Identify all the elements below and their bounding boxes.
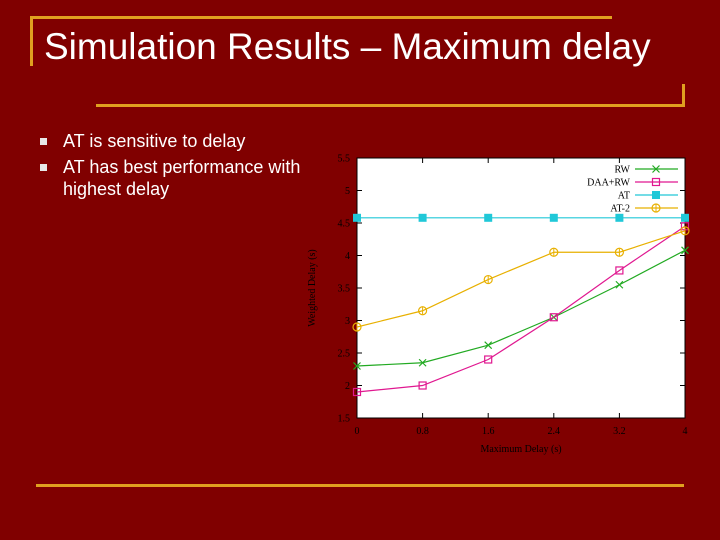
data-point bbox=[483, 274, 493, 285]
y-tick-label: 4.5 bbox=[338, 219, 351, 230]
data-point bbox=[652, 191, 660, 199]
data-point bbox=[418, 213, 427, 222]
data-point bbox=[652, 165, 660, 173]
legend-label: RW bbox=[614, 165, 630, 176]
data-point bbox=[615, 266, 624, 275]
y-tick-label: 5.5 bbox=[338, 154, 351, 165]
bullet-item: AT has best performance with highest del… bbox=[40, 156, 310, 200]
bullet-marker-icon bbox=[40, 138, 47, 145]
data-point bbox=[615, 213, 624, 222]
data-point bbox=[418, 358, 427, 367]
series-line bbox=[356, 230, 686, 328]
data-point bbox=[549, 313, 558, 322]
data-point bbox=[681, 246, 689, 255]
x-tick-label: 1.6 bbox=[482, 426, 495, 437]
frame-bottom-line bbox=[36, 484, 684, 487]
data-point bbox=[484, 355, 493, 364]
data-point bbox=[484, 213, 493, 222]
y-tick-label: 3.5 bbox=[338, 284, 351, 295]
y-tick-label: 2 bbox=[345, 381, 350, 392]
x-tick-label: 0.8 bbox=[416, 426, 429, 437]
legend-label: DAA+RW bbox=[587, 178, 630, 189]
bullet-text: AT has best performance with highest del… bbox=[63, 157, 301, 199]
slide-title: Simulation Results – Maximum delay bbox=[44, 26, 651, 67]
bullet-marker-icon bbox=[40, 164, 47, 171]
weighted-delay-chart: 1.5 2 2.5 3 3.5 4 4.5 5 5.5 0 0.8 1.6 2.4 3.2 4 Maximum… bbox=[307, 154, 690, 455]
bullet-text: AT is sensitive to delay bbox=[63, 131, 246, 151]
data-point bbox=[614, 247, 624, 257]
legend-label: AT-2 bbox=[610, 204, 630, 215]
data-point bbox=[651, 177, 661, 187]
data-point bbox=[352, 322, 362, 332]
y-tick-label: 2.5 bbox=[338, 349, 351, 360]
y-tick-label: 5 bbox=[345, 186, 350, 197]
x-axis-label: Maximum Delay (s) bbox=[480, 444, 561, 455]
frame-right-line bbox=[682, 84, 685, 107]
data-point bbox=[353, 213, 361, 222]
data-point bbox=[680, 226, 690, 236]
x-tick-label: 4 bbox=[683, 426, 688, 437]
y-tick-label: 1.5 bbox=[338, 414, 351, 425]
y-tick-label: 4 bbox=[345, 251, 350, 262]
data-point bbox=[615, 280, 624, 289]
x-tick-label: 3.2 bbox=[613, 426, 626, 437]
data-point bbox=[681, 213, 689, 222]
bullet-list: AT is sensitive to delay AT has best per… bbox=[40, 130, 310, 204]
data-point bbox=[417, 306, 428, 316]
x-tick-label: 2.4 bbox=[548, 426, 561, 437]
x-tick-label: 0 bbox=[355, 426, 360, 437]
series-line bbox=[356, 249, 686, 367]
y-axis-label: Weighted Delay (s) bbox=[307, 249, 318, 327]
data-point bbox=[418, 381, 427, 390]
frame-top-line bbox=[30, 16, 612, 19]
data-point bbox=[549, 247, 559, 257]
frame-middle-line bbox=[96, 104, 684, 107]
data-point bbox=[484, 341, 493, 350]
data-point bbox=[353, 362, 361, 370]
data-point bbox=[651, 203, 661, 213]
data-point bbox=[352, 387, 362, 397]
y-tick-label: 3 bbox=[345, 316, 350, 327]
legend-label: AT bbox=[618, 191, 630, 202]
data-point bbox=[549, 213, 558, 222]
plot-area bbox=[356, 157, 686, 419]
series-line bbox=[356, 225, 686, 393]
bullet-item: AT is sensitive to delay bbox=[40, 130, 310, 152]
frame-left-line bbox=[30, 16, 33, 66]
